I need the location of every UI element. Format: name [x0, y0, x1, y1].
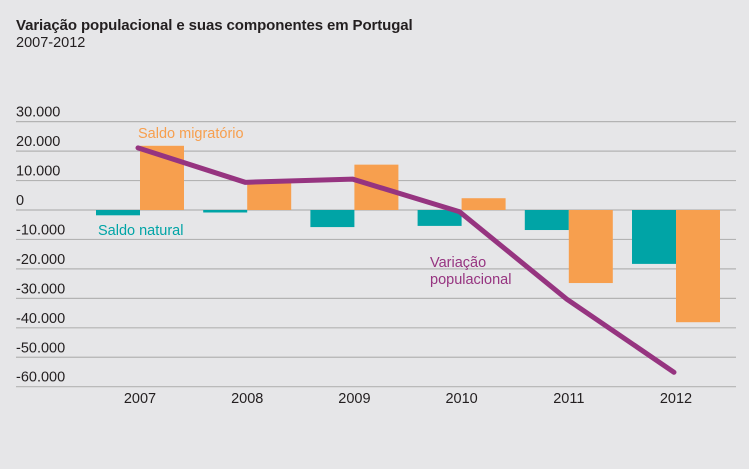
bar-saldo-natural-2007: [96, 210, 140, 216]
y-tick-label: -60.000: [16, 370, 65, 386]
annotation-variacao-populacional-line1: Variação: [430, 255, 486, 271]
y-tick-label: 20.000: [16, 134, 60, 150]
x-tick-label: 2007: [124, 391, 156, 407]
line-variacao-populacional: [135, 145, 677, 375]
y-tick-label: -40.000: [16, 311, 65, 327]
bars: [96, 145, 720, 323]
line-series: [135, 145, 677, 375]
bar-saldo-natural-2009: [310, 210, 355, 228]
y-tick-label: -10.000: [16, 222, 65, 238]
x-tick-label: 2011: [553, 391, 584, 407]
bar-saldo-natural-2008: [203, 210, 248, 213]
chart-title: Variação populacional e suas componentes…: [16, 17, 413, 34]
bar-saldo-natural-2012: [632, 210, 676, 264]
x-axis-ticks: 2007 2008 2009 2010 2011 2012: [124, 391, 692, 407]
y-tick-label: 30.000: [16, 105, 60, 121]
chart-subtitle: 2007-2012: [16, 35, 86, 51]
x-tick-label: 2010: [445, 391, 477, 407]
x-tick-label: 2009: [338, 391, 370, 407]
annotations: Saldo migratório Saldo natural Variação …: [98, 126, 511, 288]
annotation-variacao-populacional-line2: populacional: [430, 272, 511, 288]
annotation-saldo-natural: Saldo natural: [98, 223, 183, 239]
y-tick-label: 0: [16, 193, 24, 209]
gridlines: [16, 121, 736, 388]
bar-saldo-migratorio-2010: [461, 198, 506, 210]
y-tick-label: -50.000: [16, 340, 65, 356]
x-tick-label: 2008: [231, 391, 263, 407]
bar-saldo-natural-2011: [524, 210, 569, 231]
bar-saldo-migratorio-2012: [676, 210, 720, 323]
annotation-saldo-migratorio: Saldo migratório: [138, 126, 244, 142]
bar-saldo-migratorio-2008: [247, 182, 292, 210]
y-tick-label: -20.000: [16, 252, 65, 268]
bar-saldo-migratorio-2011: [568, 210, 613, 284]
y-axis-ticks: 30.000 20.000 10.000 0 -10.000 -20.000 -30.000…: [16, 105, 65, 386]
y-tick-label: -30.000: [16, 281, 65, 297]
bar-saldo-natural-2010: [417, 210, 462, 226]
x-tick-label: 2012: [660, 391, 692, 407]
y-tick-label: 10.000: [16, 164, 60, 180]
